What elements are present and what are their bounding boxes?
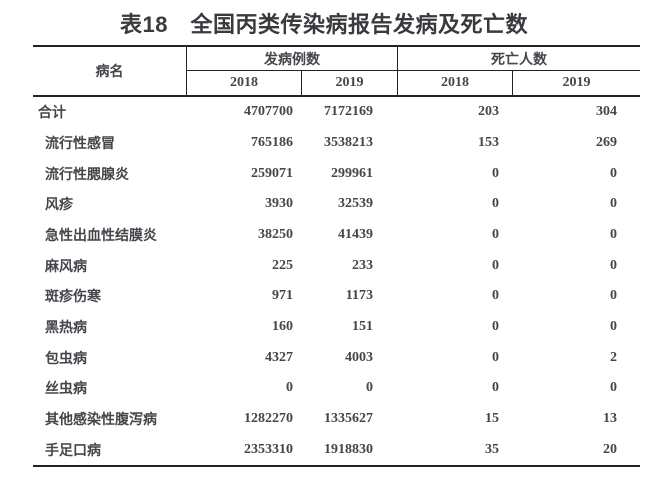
cases-2018-cell: 38250 xyxy=(258,226,293,242)
deaths-2018-cell: 0 xyxy=(492,226,499,242)
deaths-2019-cell: 0 xyxy=(610,380,617,396)
cases-2018-cell: 3930 xyxy=(265,196,293,212)
deaths-2018-cell: 203 xyxy=(478,104,499,120)
table-row: 手足口病 2353310 1918830 35 20 xyxy=(33,434,640,465)
cases-2019-cell: 0 xyxy=(366,380,373,396)
deaths-2019-cell: 2 xyxy=(610,349,617,365)
table-row: 黑热病 160 151 0 0 xyxy=(33,312,640,343)
disease-name-cell: 麻风病 xyxy=(45,259,87,275)
table-row: 丝虫病 0 0 0 0 xyxy=(33,373,640,404)
cases-2019-cell: 41439 xyxy=(338,226,373,242)
deaths-2019-cell: 20 xyxy=(603,441,617,457)
cases-2018-cell: 4707700 xyxy=(244,104,293,120)
disease-name-cell: 丝虫病 xyxy=(45,382,87,398)
disease-name-cell: 黑热病 xyxy=(45,320,87,336)
cases-2018-cell: 259071 xyxy=(251,165,293,181)
cases-2018-cell: 225 xyxy=(272,257,293,273)
header-deaths-group: 死亡人数 xyxy=(398,47,640,71)
table-row: 急性出血性结膜炎 38250 41439 0 0 xyxy=(33,220,640,251)
deaths-2019-cell: 269 xyxy=(596,134,617,150)
deaths-2018-cell: 0 xyxy=(492,380,499,396)
deaths-2019-cell: 0 xyxy=(610,288,617,304)
table-title: 表18 全国丙类传染病报告发病及死亡数 xyxy=(120,12,528,37)
table-row: 其他感染性腹泻病 1282270 1335627 15 13 xyxy=(33,404,640,435)
cases-2019-cell: 233 xyxy=(352,257,373,273)
cases-2018-cell: 160 xyxy=(272,318,293,334)
deaths-2018-cell: 0 xyxy=(492,288,499,304)
disease-statistics-table: 病名 发病例数 死亡人数 2018 2019 2018 2019 合计 4707… xyxy=(33,45,640,467)
table-row: 麻风病 225 233 0 0 xyxy=(33,250,640,281)
cases-2018-cell: 4327 xyxy=(265,349,293,365)
deaths-2019-cell: 0 xyxy=(610,318,617,334)
deaths-2018-cell: 153 xyxy=(478,134,499,150)
disease-name-cell: 斑疹伤寒 xyxy=(45,290,101,306)
disease-name-cell: 手足口病 xyxy=(45,443,101,459)
disease-name-cell: 合计 xyxy=(38,106,66,122)
deaths-2018-cell: 0 xyxy=(492,196,499,212)
cases-2019-cell: 1918830 xyxy=(324,441,373,457)
table-body: 合计 4707700 7172169 203 304 流行性感冒 765186 … xyxy=(33,97,640,467)
cases-2019-cell: 1335627 xyxy=(324,410,373,426)
disease-name-cell: 其他感染性腹泻病 xyxy=(45,412,157,428)
header-disease-name: 病名 xyxy=(33,47,187,95)
cases-2018-cell: 971 xyxy=(272,288,293,304)
header-cases-2018: 2018 xyxy=(187,71,302,95)
header-deaths-2019: 2019 xyxy=(562,75,591,90)
deaths-2018-cell: 15 xyxy=(485,410,499,426)
deaths-2019-cell: 304 xyxy=(596,104,617,120)
header-cases-2019: 2019 xyxy=(302,71,398,95)
cases-2019-cell: 7172169 xyxy=(324,104,373,120)
cases-2019-cell: 32539 xyxy=(338,196,373,212)
cases-2019-cell: 151 xyxy=(352,318,373,334)
cases-2019-cell: 1173 xyxy=(345,288,373,304)
disease-name-cell: 急性出血性结膜炎 xyxy=(45,228,157,244)
deaths-2018-cell: 0 xyxy=(492,165,499,181)
deaths-2019-cell: 0 xyxy=(610,196,617,212)
cases-2018-cell: 765186 xyxy=(251,134,293,150)
table-row: 流行性腮腺炎 259071 299961 0 0 xyxy=(33,158,640,189)
disease-name-cell: 流行性感冒 xyxy=(45,136,115,152)
cases-2018-cell: 1282270 xyxy=(244,410,293,426)
deaths-2019-cell: 0 xyxy=(610,165,617,181)
deaths-2019-cell: 0 xyxy=(610,226,617,242)
deaths-2018-cell: 0 xyxy=(492,318,499,334)
cases-2019-cell: 4003 xyxy=(345,349,373,365)
deaths-2018-cell: 0 xyxy=(492,257,499,273)
table-row-total: 合计 4707700 7172169 203 304 xyxy=(33,97,640,128)
cases-2018-cell: 2353310 xyxy=(244,441,293,457)
cases-2018-cell: 0 xyxy=(286,380,293,396)
table-row: 包虫病 4327 4003 0 2 xyxy=(33,342,640,373)
deaths-2019-cell: 13 xyxy=(603,410,617,426)
cases-2019-cell: 3538213 xyxy=(324,134,373,150)
deaths-2019-cell: 0 xyxy=(610,257,617,273)
table-header: 病名 发病例数 死亡人数 2018 2019 2018 2019 xyxy=(33,45,640,97)
cases-2019-cell: 299961 xyxy=(331,165,373,181)
disease-name-cell: 包虫病 xyxy=(45,351,87,367)
disease-name-cell: 流行性腮腺炎 xyxy=(45,167,129,183)
disease-name-cell: 风疹 xyxy=(45,198,73,214)
table-row: 斑疹伤寒 971 1173 0 0 xyxy=(33,281,640,312)
table-row: 风疹 3930 32539 0 0 xyxy=(33,189,640,220)
table-row: 流行性感冒 765186 3538213 153 269 xyxy=(33,128,640,159)
deaths-2018-cell: 35 xyxy=(485,441,499,457)
deaths-2018-cell: 0 xyxy=(492,349,499,365)
header-cases-group: 发病例数 xyxy=(187,47,398,71)
header-deaths-2018: 2018 xyxy=(398,71,513,95)
